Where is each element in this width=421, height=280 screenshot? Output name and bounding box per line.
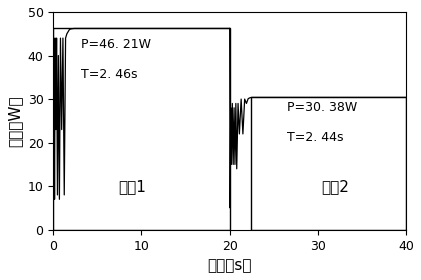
- X-axis label: 时间（s）: 时间（s）: [208, 258, 252, 273]
- Bar: [53, 29, 230, 230]
- Y-axis label: 功率（W）: 功率（W）: [7, 95, 22, 147]
- Text: P=46. 21W

T=2. 46s: P=46. 21W T=2. 46s: [81, 38, 152, 81]
- Text: 模式1: 模式1: [119, 179, 147, 194]
- Bar: [251, 97, 406, 230]
- Text: P=30. 38W

T=2. 44s: P=30. 38W T=2. 44s: [287, 101, 357, 144]
- Text: 模式2: 模式2: [322, 179, 349, 194]
